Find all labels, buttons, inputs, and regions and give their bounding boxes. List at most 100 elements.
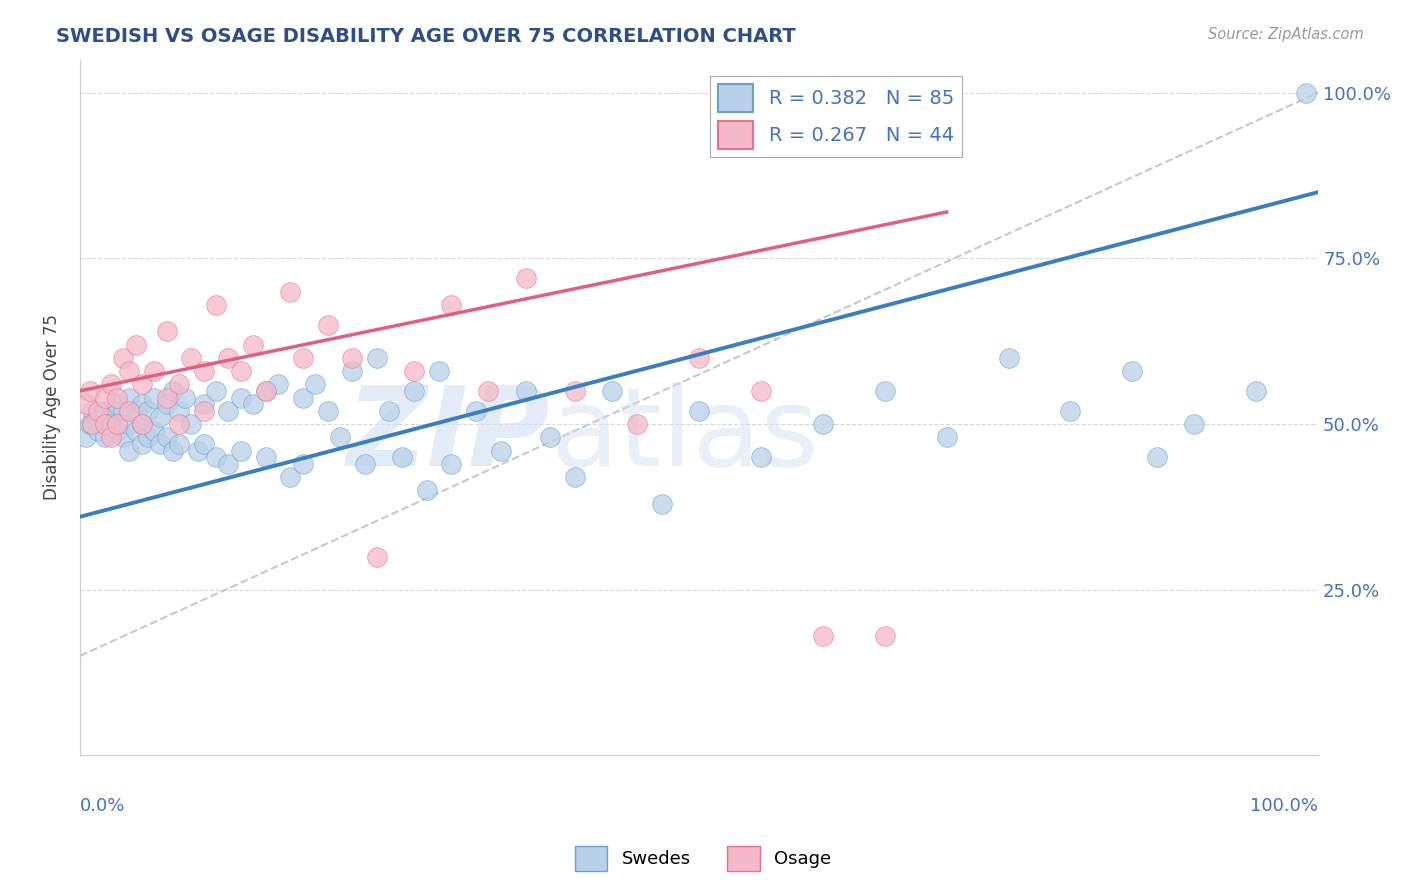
Point xyxy=(404,364,426,378)
Point xyxy=(749,384,772,398)
Point xyxy=(105,391,128,405)
Point xyxy=(167,377,190,392)
Point xyxy=(87,410,110,425)
Point xyxy=(217,457,239,471)
Point xyxy=(193,404,215,418)
Point xyxy=(180,351,202,365)
Point xyxy=(193,437,215,451)
Point xyxy=(118,364,141,378)
Point xyxy=(100,430,122,444)
Point xyxy=(93,430,115,444)
Point xyxy=(93,417,115,431)
Point xyxy=(143,364,166,378)
Point xyxy=(267,377,290,392)
Point xyxy=(82,417,104,431)
Point xyxy=(136,404,159,418)
Text: 100.0%: 100.0% xyxy=(1250,797,1319,815)
Point xyxy=(515,271,537,285)
Point xyxy=(1059,404,1081,418)
Y-axis label: Disability Age Over 75: Disability Age Over 75 xyxy=(44,315,60,500)
Point xyxy=(174,391,197,405)
Point xyxy=(180,417,202,431)
Point xyxy=(105,417,128,431)
Point xyxy=(1146,450,1168,465)
Point xyxy=(280,470,302,484)
Point xyxy=(112,404,135,418)
Point xyxy=(440,298,463,312)
Point xyxy=(124,404,146,418)
Point xyxy=(291,457,314,471)
Point xyxy=(193,397,215,411)
Point xyxy=(205,384,228,398)
Point xyxy=(353,457,375,471)
Point xyxy=(1244,384,1267,398)
Point xyxy=(79,417,101,431)
Text: ZIP: ZIP xyxy=(347,382,550,489)
Point xyxy=(105,417,128,431)
Point xyxy=(329,430,352,444)
Point xyxy=(186,443,208,458)
Point xyxy=(465,404,488,418)
Point xyxy=(564,384,586,398)
Point xyxy=(626,417,648,431)
Point xyxy=(1182,417,1205,431)
Point xyxy=(254,384,277,398)
Point xyxy=(1121,364,1143,378)
Point xyxy=(82,417,104,431)
Point xyxy=(112,351,135,365)
Point xyxy=(811,629,834,643)
Point xyxy=(229,443,252,458)
Point xyxy=(316,318,339,332)
Point xyxy=(564,470,586,484)
Point xyxy=(254,384,277,398)
Point xyxy=(149,437,172,451)
Point xyxy=(105,424,128,438)
Point xyxy=(93,404,115,418)
Point xyxy=(427,364,450,378)
Point xyxy=(515,384,537,398)
Point xyxy=(105,397,128,411)
Point xyxy=(440,457,463,471)
Point xyxy=(118,391,141,405)
Point xyxy=(651,497,673,511)
Point xyxy=(82,404,104,418)
Point xyxy=(143,424,166,438)
Point xyxy=(93,391,115,405)
Point xyxy=(291,351,314,365)
Point xyxy=(404,384,426,398)
Point xyxy=(217,351,239,365)
Point xyxy=(229,391,252,405)
Legend: R = 0.382   N = 85, R = 0.267   N = 44: R = 0.382 N = 85, R = 0.267 N = 44 xyxy=(710,77,962,157)
Point xyxy=(93,417,115,431)
Point xyxy=(131,377,153,392)
Point xyxy=(873,629,896,643)
Point xyxy=(131,437,153,451)
Point xyxy=(131,417,153,431)
Point xyxy=(124,424,146,438)
Point xyxy=(254,450,277,465)
Point xyxy=(87,424,110,438)
Point xyxy=(167,417,190,431)
Point xyxy=(75,397,97,411)
Point xyxy=(342,351,364,365)
Point xyxy=(162,443,184,458)
Point xyxy=(602,384,624,398)
Point xyxy=(1295,86,1317,100)
Point xyxy=(997,351,1019,365)
Point xyxy=(149,410,172,425)
Point xyxy=(811,417,834,431)
Point xyxy=(366,351,388,365)
Point xyxy=(291,391,314,405)
Point xyxy=(217,404,239,418)
Point xyxy=(155,430,177,444)
Point xyxy=(87,404,110,418)
Point xyxy=(167,437,190,451)
Point xyxy=(205,298,228,312)
Point xyxy=(100,377,122,392)
Point xyxy=(415,483,437,498)
Point xyxy=(489,443,512,458)
Point xyxy=(124,337,146,351)
Text: 0.0%: 0.0% xyxy=(80,797,125,815)
Point xyxy=(131,397,153,411)
Point xyxy=(167,404,190,418)
